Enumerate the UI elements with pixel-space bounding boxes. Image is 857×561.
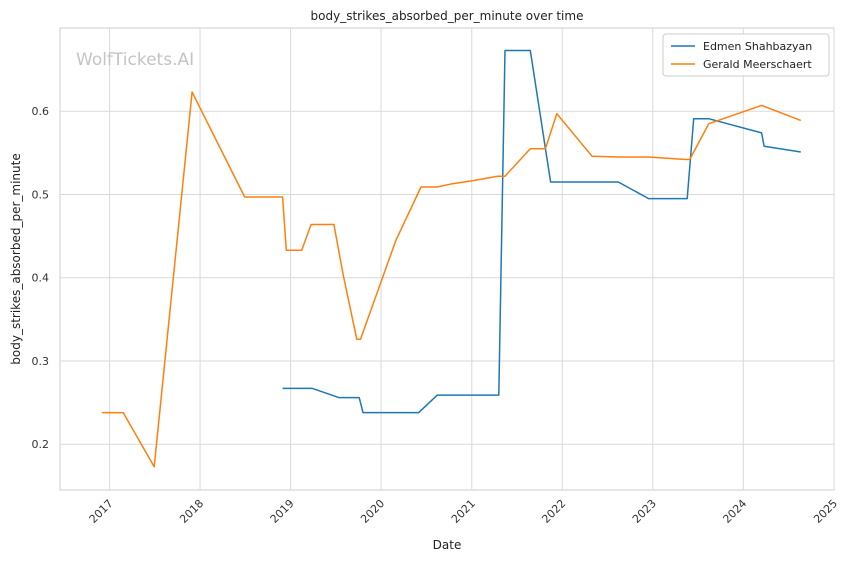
watermark: WolfTickets.AI bbox=[76, 50, 194, 70]
plot-area bbox=[59, 27, 835, 491]
series-line-2 bbox=[101, 91, 802, 468]
series-layer bbox=[101, 49, 802, 468]
y-tick-label: 0.4 bbox=[32, 272, 50, 285]
chart-title: body_strikes_absorbed_per_minute over ti… bbox=[311, 9, 584, 23]
y-axis-title: body_strikes_absorbed_per_minute bbox=[9, 153, 23, 364]
legend-label: Gerald Meerschaert bbox=[703, 58, 812, 71]
y-tick-label: 0.6 bbox=[32, 105, 50, 118]
grid bbox=[60, 28, 835, 490]
y-axis: 0.2 0.3 0.4 0.5 0.6 bbox=[32, 105, 50, 451]
y-tick-label: 0.2 bbox=[32, 438, 50, 451]
legend: Edmen Shahbazyan Gerald Meerschaert bbox=[662, 33, 830, 77]
series-line-1 bbox=[282, 49, 801, 414]
y-tick-label: 0.5 bbox=[32, 188, 50, 201]
x-axis-title: Date bbox=[433, 538, 462, 552]
legend-label: Edmen Shahbazyan bbox=[703, 40, 812, 53]
legend-box bbox=[662, 33, 830, 77]
y-tick-label: 0.3 bbox=[32, 355, 50, 368]
